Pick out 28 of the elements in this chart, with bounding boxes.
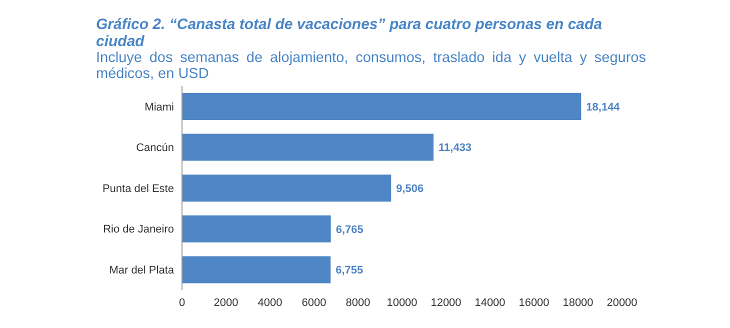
- y-tick-label: Cancún: [136, 142, 174, 154]
- chart-title: Gráfico 2. “Canasta total de vacaciones” para cuatro personas en cada ciudad: [96, 16, 604, 50]
- y-tick-label: Punta del Este: [102, 182, 174, 195]
- data-label: 6,755: [336, 264, 364, 277]
- bar: [182, 215, 331, 242]
- x-tick-label: 8000: [346, 296, 370, 309]
- chart-subtitle: Incluye dos semanas de alojamiento, consumos, traslado ida y vuelta y seguros médicos, en USD: [96, 50, 646, 82]
- x-tick-label: 10000: [386, 296, 418, 309]
- bar: [182, 174, 392, 202]
- data-label: 9,506: [396, 183, 424, 196]
- x-tick-label: 0: [178, 296, 186, 309]
- data-label: 6,765: [336, 224, 364, 236]
- x-tick-label: 2000: [214, 296, 238, 309]
- y-tick-label: Mar del Plata: [109, 264, 175, 277]
- data-label: 11,433: [438, 142, 472, 154]
- x-tick-label: 18000: [562, 296, 594, 309]
- bar: [182, 256, 331, 284]
- y-tick-label: Rio de Janeiro: [103, 224, 174, 236]
- x-tick-label: 4000: [258, 296, 282, 309]
- y-tick-label: Miami: [144, 101, 174, 114]
- x-tick-label: 20000: [606, 296, 638, 309]
- data-label: 18,144: [586, 101, 621, 114]
- x-tick-label: 14000: [474, 296, 506, 309]
- x-tick-label: 6000: [302, 296, 326, 309]
- x-tick-label: 16000: [518, 296, 550, 309]
- bar: [182, 134, 434, 161]
- bar: [182, 93, 582, 120]
- x-tick-label: 12000: [430, 296, 462, 309]
